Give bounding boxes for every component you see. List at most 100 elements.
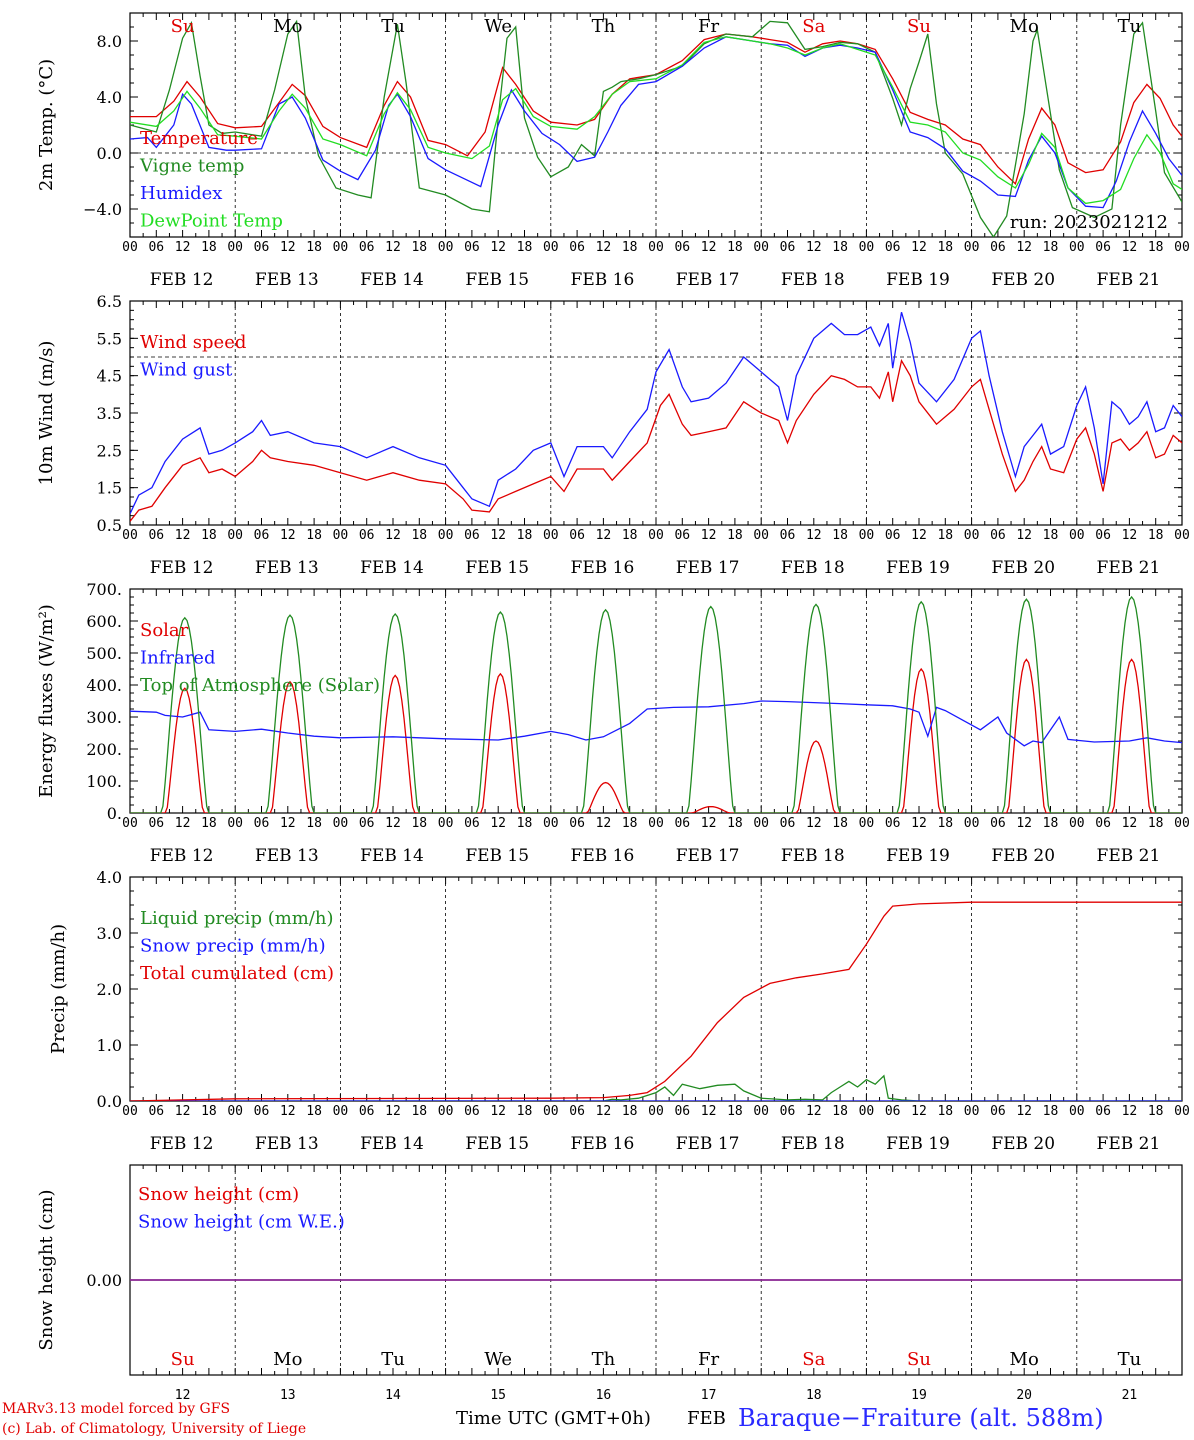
- hour-tick-label: 00: [333, 1104, 349, 1119]
- date-label: FEB 17: [676, 270, 740, 290]
- hour-tick-label: 06: [780, 1104, 796, 1119]
- hour-tick-label: 12: [385, 1104, 401, 1119]
- series-line-vigne-temp: [130, 19, 1182, 237]
- hour-tick-label: 06: [1095, 528, 1111, 543]
- panel-3: 0. 100. 200. 300. 400. 500. 600. 700. Energy flu…: [36, 580, 1190, 866]
- y-tick-label: 0.0: [97, 1092, 122, 1111]
- hour-tick-label: 00: [753, 1104, 769, 1119]
- day-number-label: 21: [1122, 1388, 1138, 1403]
- hour-tick-label: 00: [753, 816, 769, 831]
- y-tick-label: 500.: [86, 644, 122, 663]
- date-label: FEB 21: [1097, 846, 1161, 866]
- hour-tick-label: 00: [859, 240, 875, 255]
- y-tick-label: 2.5: [97, 441, 122, 460]
- hour-tick-label: 06: [254, 1104, 270, 1119]
- day-number-label: 12: [175, 1388, 191, 1403]
- hour-tick-label: 12: [280, 240, 296, 255]
- weekday-label: Fr: [698, 1349, 719, 1370]
- panel-5: 0.00 Snow height (cm) Snow height (cm) Snow…: [36, 1164, 1183, 1376]
- series-group: [130, 312, 1182, 522]
- hour-tick-label: 00: [1069, 240, 1085, 255]
- weekday-label: Tu: [1118, 1349, 1142, 1370]
- run-label: run: 2023021212: [1010, 212, 1168, 233]
- weekday-label: Th: [592, 1349, 616, 1370]
- date-label: FEB 14: [360, 846, 424, 866]
- date-label: FEB 13: [255, 558, 319, 578]
- hour-tick-label: 00: [1174, 528, 1190, 543]
- date-label: FEB 20: [991, 270, 1055, 290]
- hour-tick-label: 12: [490, 240, 506, 255]
- month-label: FEB: [687, 1408, 726, 1429]
- hour-tick-label: 18: [517, 816, 533, 831]
- hour-tick-label: 06: [359, 528, 375, 543]
- weekday-label: Sa: [802, 16, 825, 37]
- hour-tick-label: 18: [201, 816, 217, 831]
- hour-tick-label: 00: [543, 240, 559, 255]
- hour-tick-label: 00: [333, 528, 349, 543]
- y-tick-label: 200.: [86, 740, 122, 759]
- hour-tick-label: 12: [175, 816, 191, 831]
- hour-tick-label: 00: [648, 816, 664, 831]
- date-label: FEB 14: [360, 270, 424, 290]
- hour-tick-label: 12: [701, 240, 717, 255]
- hour-tick-label: 18: [727, 1104, 743, 1119]
- hour-tick-label: 00: [122, 240, 138, 255]
- hour-tick-label: 06: [464, 528, 480, 543]
- date-label: FEB 13: [255, 846, 319, 866]
- date-label: FEB 17: [676, 846, 740, 866]
- hour-tick-label: 18: [832, 528, 848, 543]
- y-tick-label: 4.5: [97, 367, 122, 386]
- hour-tick-label: 00: [648, 528, 664, 543]
- date-label: FEB 20: [991, 846, 1055, 866]
- hour-tick-label: 06: [254, 240, 270, 255]
- hour-tick-label: 00: [227, 816, 243, 831]
- hour-tick-label: 12: [1016, 816, 1032, 831]
- day-number-label: 18: [806, 1388, 822, 1403]
- hour-tick-label: 18: [832, 816, 848, 831]
- hour-tick-label: 06: [780, 528, 796, 543]
- date-label: FEB 12: [150, 846, 214, 866]
- hour-tick-label: 06: [1095, 1104, 1111, 1119]
- hour-tick-label: 18: [201, 528, 217, 543]
- y-tick-label: 6.5: [97, 292, 122, 311]
- hour-tick-label: 00: [543, 1104, 559, 1119]
- hour-tick-label: 18: [1148, 1104, 1164, 1119]
- time-axis-label: Time UTC (GMT+0h): [456, 1408, 651, 1429]
- hour-tick-label: 06: [569, 240, 585, 255]
- hour-tick-label: 12: [175, 240, 191, 255]
- date-label: FEB 18: [781, 1134, 845, 1154]
- legend-entry: Solar: [140, 620, 189, 641]
- station-label: Baraque−Fraiture (alt. 588m): [738, 1404, 1104, 1432]
- y-tick-label: 100.: [86, 772, 122, 791]
- hour-tick-label: 00: [753, 240, 769, 255]
- series-line-wind-speed: [130, 358, 1182, 522]
- model-credit: MARv3.13 model forced by GFS: [2, 1401, 230, 1417]
- hour-tick-label: 06: [674, 1104, 690, 1119]
- date-label: FEB 15: [465, 846, 529, 866]
- hour-tick-label: 00: [859, 528, 875, 543]
- hour-tick-label: 18: [411, 528, 427, 543]
- legend-entry: Snow precip (mm/h): [140, 936, 326, 957]
- hour-tick-label: 06: [990, 1104, 1006, 1119]
- hour-tick-label: 12: [1122, 240, 1138, 255]
- date-label: FEB 15: [465, 270, 529, 290]
- hour-tick-label: 06: [569, 816, 585, 831]
- hour-tick-label: 06: [359, 816, 375, 831]
- legend-entry: Temperature: [140, 128, 258, 149]
- series-line-liquid-precip-mm-h-: [130, 1074, 1182, 1101]
- date-label: FEB 21: [1097, 1134, 1161, 1154]
- y-tick-label: 300.: [86, 708, 122, 727]
- hour-tick-label: 06: [254, 816, 270, 831]
- date-label: FEB 15: [465, 558, 529, 578]
- hour-tick-label: 00: [1069, 1104, 1085, 1119]
- hour-tick-label: 12: [596, 240, 612, 255]
- hour-tick-label: 12: [806, 240, 822, 255]
- hour-tick-label: 06: [148, 240, 164, 255]
- hour-tick-label: 06: [359, 240, 375, 255]
- y-tick-label: 1.0: [97, 1036, 122, 1055]
- y-axis-label: Snow height (cm): [36, 1189, 57, 1350]
- date-label: FEB 19: [886, 558, 950, 578]
- hour-tick-label: 00: [543, 816, 559, 831]
- hour-tick-label: 18: [306, 1104, 322, 1119]
- hour-tick-label: 00: [227, 1104, 243, 1119]
